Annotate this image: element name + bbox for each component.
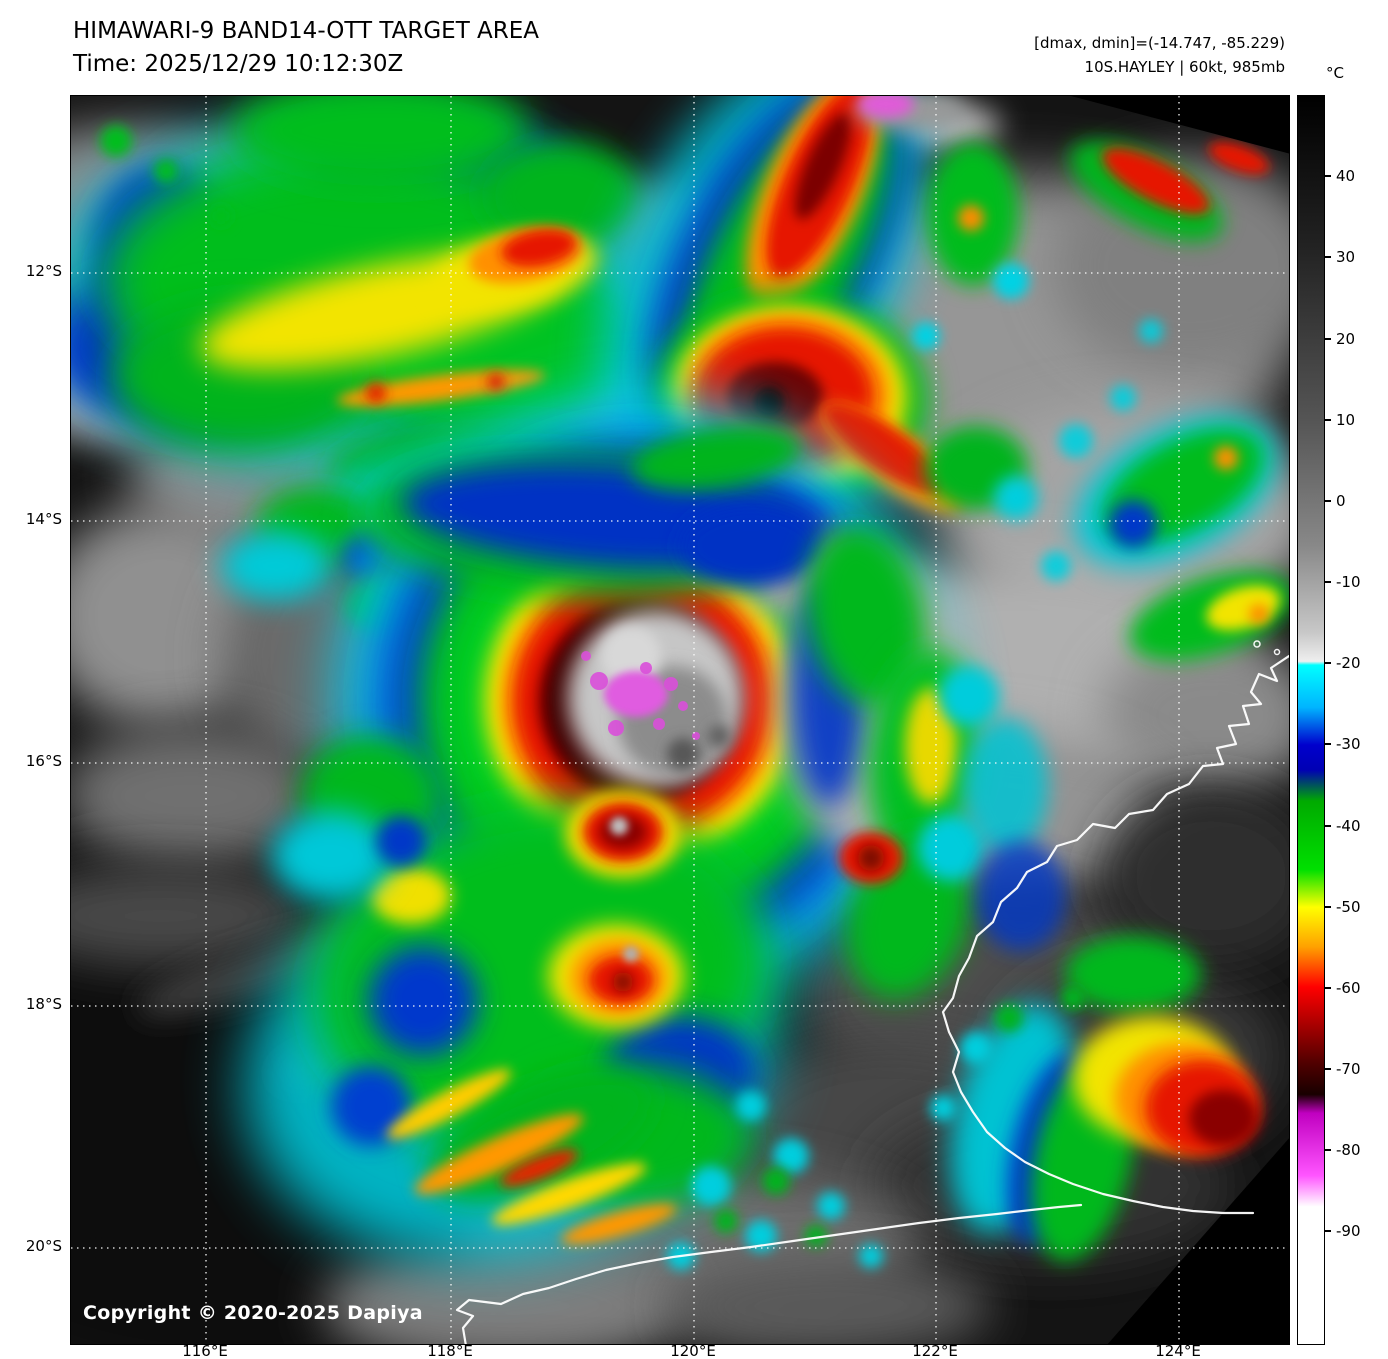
cyclone-core — [565, 610, 744, 878]
colorbar-tick-label: -40 — [1336, 817, 1361, 835]
colorbar-tick-mark — [1325, 825, 1331, 827]
colorbar-tick-mark — [1325, 743, 1331, 745]
colorbar-tick-mark — [1325, 987, 1331, 989]
colorbar-tick-mark — [1325, 662, 1331, 664]
product-title: HIMAWARI-9 BAND14-OTT TARGET AREA — [73, 18, 540, 44]
colorbar-tick-label: 40 — [1336, 167, 1356, 185]
lat-label-20s: 20°S — [25, 1237, 62, 1255]
colorbar-tick-label: -60 — [1336, 979, 1361, 997]
colorbar-tick-label: -90 — [1336, 1222, 1361, 1240]
convection-bottom-right — [930, 936, 1261, 1262]
lat-label-18s: 18°S — [25, 995, 62, 1013]
colorbar-tick-mark — [1325, 256, 1331, 258]
convection-right — [924, 319, 1289, 661]
lat-label-14s: 14°S — [25, 510, 62, 528]
colorbar-tick-label: -10 — [1336, 573, 1361, 591]
convection-upper-left — [71, 96, 661, 636]
colorbar-tick-mark — [1325, 175, 1331, 177]
colorbar-tick-label: 10 — [1336, 411, 1356, 429]
grid-overlay — [71, 96, 1289, 1344]
lon-label-118e: 118°E — [427, 1342, 473, 1359]
colorbar-tick-mark — [1325, 581, 1331, 583]
storm-info: 10S.HAYLEY | 60kt, 985mb — [1084, 58, 1285, 76]
lat-label-16s: 16°S — [25, 752, 62, 770]
lat-label-12s: 12°S — [25, 262, 62, 280]
colorbar-tick-label: -50 — [1336, 898, 1361, 916]
colorbar-tick-label: -20 — [1336, 654, 1361, 672]
product-time: Time: 2025/12/29 10:12:30Z — [73, 51, 404, 77]
colorbar-tick-label: 20 — [1336, 330, 1356, 348]
lon-label-122e: 122°E — [912, 1342, 958, 1359]
lon-label-120e: 120°E — [670, 1342, 716, 1359]
copyright-text: Copyright © 2020-2025 Dapiya — [83, 1302, 423, 1324]
colorbar-tick-mark — [1325, 419, 1331, 421]
colorbar-tick-mark — [1325, 1068, 1331, 1070]
colorbar-tick-mark — [1325, 906, 1331, 908]
coastline — [455, 640, 1289, 1344]
range-info: [dmax, dmin]=(-14.747, -85.229) — [1034, 34, 1285, 52]
colorbar-tick-label: 0 — [1336, 492, 1346, 510]
lon-label-124e: 124°E — [1155, 1342, 1201, 1359]
colorbar-tick-mark — [1325, 1230, 1331, 1232]
colorbar-tick-mark — [1325, 1149, 1331, 1151]
cyclone — [336, 396, 1066, 1006]
convection-south — [245, 736, 883, 1270]
colorbar-tick-mark — [1325, 338, 1331, 340]
colorbar-tick-mark — [1325, 500, 1331, 502]
satellite-image — [71, 96, 1289, 1344]
colorbar-tick-label: -70 — [1336, 1060, 1361, 1078]
colorbar-tick-label: 30 — [1336, 248, 1356, 266]
colorbar-unit-label: °C — [1326, 64, 1344, 82]
lon-label-116e: 116°E — [182, 1342, 228, 1359]
temperature-colorbar — [1297, 95, 1325, 1345]
colorbar-tick-label: -30 — [1336, 735, 1361, 753]
satellite-map: Copyright © 2020-2025 Dapiya — [70, 95, 1290, 1345]
colorbar-tick-label: -80 — [1336, 1141, 1361, 1159]
